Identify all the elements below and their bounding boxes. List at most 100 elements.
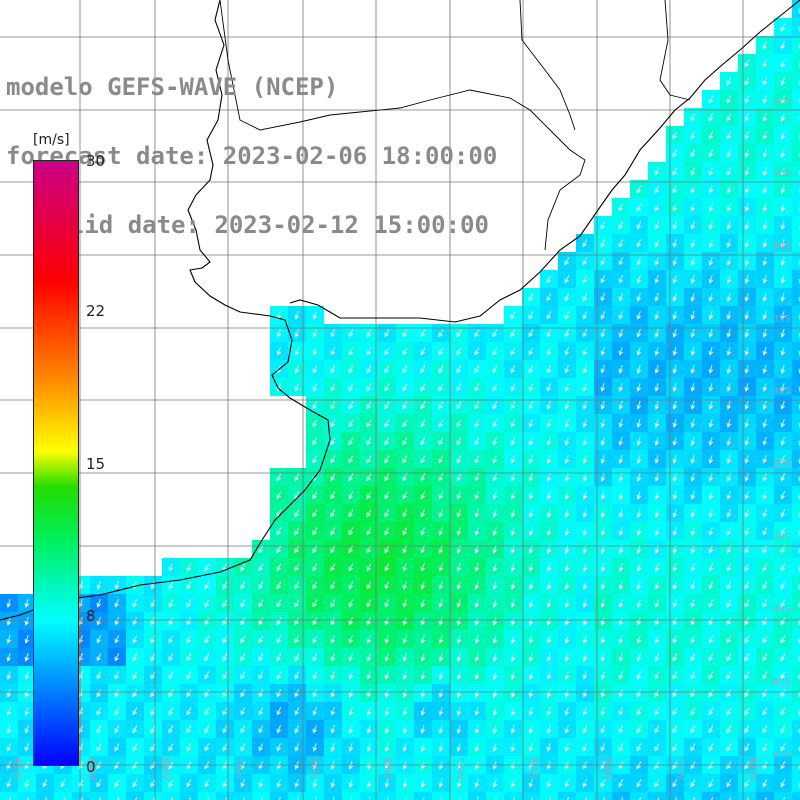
- wind-arrow: [636, 581, 641, 590]
- wind-speed-cell: [792, 18, 800, 36]
- wind-arrow: [582, 545, 588, 554]
- wind-arrow: [294, 527, 300, 536]
- wind-arrow: [296, 797, 299, 800]
- wind-arrow: [782, 797, 786, 800]
- wind-arrow: [330, 617, 336, 626]
- wind-speed-cell: [684, 792, 702, 800]
- wind-speed-cell: [270, 792, 288, 800]
- wind-arrow: [636, 419, 642, 428]
- wind-arrow: [582, 725, 587, 734]
- wind-arrow: [330, 419, 336, 428]
- wind-arrow: [600, 635, 605, 644]
- wind-arrow: [276, 689, 282, 698]
- wind-arrow: [348, 329, 354, 338]
- wind-arrow: [510, 671, 516, 680]
- wind-arrow: [168, 653, 174, 662]
- wind-arrow: [654, 203, 660, 212]
- wind-arrow: [386, 797, 389, 800]
- wind-arrow: [132, 707, 138, 716]
- wind-arrow: [402, 707, 408, 716]
- wind-arrow: [81, 797, 84, 800]
- wind-arrow: [456, 617, 462, 626]
- wind-arrow: [330, 743, 335, 752]
- wind-arrow: [476, 797, 479, 800]
- wind-arrow: [672, 239, 677, 248]
- wind-arrow: [654, 167, 660, 176]
- wind-arrow: [564, 275, 570, 284]
- wind-arrow: [240, 725, 246, 734]
- wind-arrow: [492, 653, 498, 662]
- wind-arrow: [690, 113, 696, 122]
- wind-arrow: [114, 617, 119, 626]
- wind-arrow: [672, 131, 678, 140]
- wind-arrow: [402, 455, 408, 464]
- wind-arrow: [690, 635, 696, 644]
- wind-arrow: [512, 797, 515, 800]
- wind-arrow: [654, 617, 659, 626]
- wind-arrow: [384, 617, 389, 626]
- wind-arrow: [564, 491, 570, 500]
- wind-arrow: [564, 257, 570, 266]
- longitude-label: 61W: [11, 757, 22, 780]
- wind-arrow: [582, 365, 587, 374]
- wind-arrow: [528, 599, 534, 608]
- wind-arrow: [492, 473, 497, 482]
- wind-speed-cell: [108, 792, 126, 800]
- wind-arrow: [762, 707, 768, 716]
- wind-arrow: [348, 581, 354, 590]
- wind-arrow: [546, 689, 552, 698]
- wind-arrow: [222, 581, 228, 590]
- wind-arrow: [600, 725, 605, 734]
- wind-arrow: [348, 545, 354, 554]
- wind-arrow: [330, 473, 336, 482]
- wind-arrow: [762, 275, 768, 284]
- wind-arrow: [528, 617, 534, 626]
- wind-arrow: [186, 599, 192, 608]
- wind-arrow: [780, 563, 786, 572]
- wind-arrow: [744, 419, 750, 428]
- wind-arrow: [456, 599, 462, 608]
- wind-arrow: [348, 455, 354, 464]
- wind-arrow: [258, 599, 264, 608]
- wind-arrow: [762, 59, 768, 68]
- wind-arrow: [690, 599, 695, 608]
- wind-arrow: [330, 689, 335, 698]
- wind-arrow: [744, 365, 750, 374]
- wind-arrow: [708, 95, 714, 104]
- wind-arrow: [204, 617, 210, 626]
- wind-arrow: [672, 743, 678, 752]
- wind-arrow: [186, 689, 192, 698]
- wind-arrow: [258, 689, 264, 698]
- wind-arrow: [582, 473, 588, 482]
- wind-arrow: [135, 797, 138, 800]
- wind-speed-cell: [396, 792, 414, 800]
- wind-arrow: [654, 545, 660, 554]
- wind-arrow: [6, 671, 11, 680]
- wind-arrow: [492, 617, 498, 626]
- wind-arrow: [780, 617, 786, 626]
- wind-arrow: [762, 725, 768, 734]
- wind-arrow: [546, 311, 552, 320]
- longitude-label: 56W: [381, 757, 392, 780]
- wind-arrow: [528, 545, 534, 554]
- wind-arrow: [582, 527, 588, 536]
- wind-arrow: [528, 419, 533, 428]
- wind-arrow: [600, 581, 606, 590]
- wind-arrow: [222, 617, 228, 626]
- wind-speed-cell: [792, 414, 800, 432]
- wind-arrow: [636, 185, 642, 194]
- wind-arrow: [744, 509, 749, 518]
- wind-speed-cell: [792, 0, 800, 18]
- wind-arrow: [24, 617, 30, 626]
- wind-arrow: [330, 401, 336, 410]
- wind-arrow: [744, 167, 749, 176]
- wind-arrow: [600, 689, 605, 698]
- wind-arrow: [690, 401, 696, 410]
- latitude-label: 33S: [772, 168, 791, 179]
- wind-arrow: [240, 779, 245, 788]
- wind-arrow: [530, 797, 533, 800]
- wind-arrow: [348, 689, 353, 698]
- wind-arrow: [582, 689, 587, 698]
- wind-arrow: [690, 581, 695, 590]
